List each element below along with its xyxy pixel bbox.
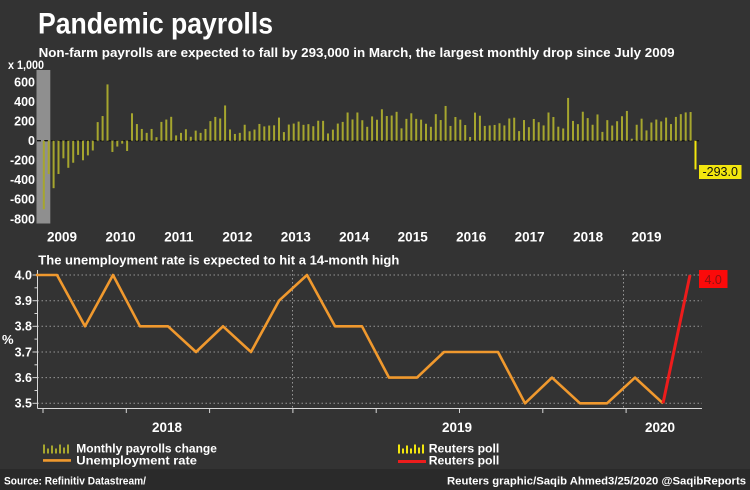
svg-text:2018: 2018 [152,420,183,435]
svg-text:Reuters graphic/Saqib Ahmed3/2: Reuters graphic/Saqib Ahmed3/25/2020 @Sa… [447,476,746,488]
svg-text:%: % [2,332,14,347]
svg-text:400: 400 [14,95,35,109]
svg-text:2011: 2011 [164,230,194,245]
svg-text:2017: 2017 [515,230,545,245]
svg-text:The unemployment rate is expec: The unemployment rate is expected to hit… [38,252,399,267]
svg-text:2014: 2014 [339,230,370,245]
svg-text:3.5: 3.5 [15,397,32,411]
svg-text:2012: 2012 [222,230,252,245]
svg-text:3.7: 3.7 [15,345,32,359]
svg-text:Reuters poll: Reuters poll [429,442,500,456]
svg-text:Non-farm payrolls are expected: Non-farm payrolls are expected to fall b… [39,45,675,60]
svg-text:3.9: 3.9 [15,294,32,308]
svg-text:Pandemic payrolls: Pandemic payrolls [38,8,273,41]
svg-text:4.0: 4.0 [705,273,722,287]
svg-text:-293.0: -293.0 [702,165,737,179]
svg-text:2018: 2018 [573,230,604,245]
svg-text:-600: -600 [10,193,35,207]
svg-text:3.8: 3.8 [15,320,32,334]
svg-text:Unemployment rate: Unemployment rate [76,454,197,468]
svg-text:200: 200 [14,114,35,128]
svg-text:2019: 2019 [442,420,472,435]
svg-text:2016: 2016 [456,230,487,245]
svg-text:-200: -200 [10,154,35,168]
svg-text:600: 600 [14,75,35,89]
svg-text:2009: 2009 [47,230,77,245]
svg-text:0: 0 [28,134,35,148]
svg-text:2010: 2010 [105,230,135,245]
svg-text:Reuters poll: Reuters poll [429,454,500,468]
svg-text:Source: Refinitiv Datastream/: Source: Refinitiv Datastream/ [4,476,146,488]
svg-text:2020: 2020 [645,420,675,435]
svg-text:-400: -400 [10,173,35,187]
svg-text:-800: -800 [10,212,35,226]
svg-text:3.6: 3.6 [15,371,32,385]
svg-text:2013: 2013 [281,230,312,245]
svg-text:2015: 2015 [398,230,429,245]
svg-text:4.0: 4.0 [15,268,32,282]
svg-text:x 1,000: x 1,000 [8,60,44,72]
svg-text:2019: 2019 [631,230,661,245]
svg-text:Monthly payrolls change: Monthly payrolls change [76,442,217,456]
